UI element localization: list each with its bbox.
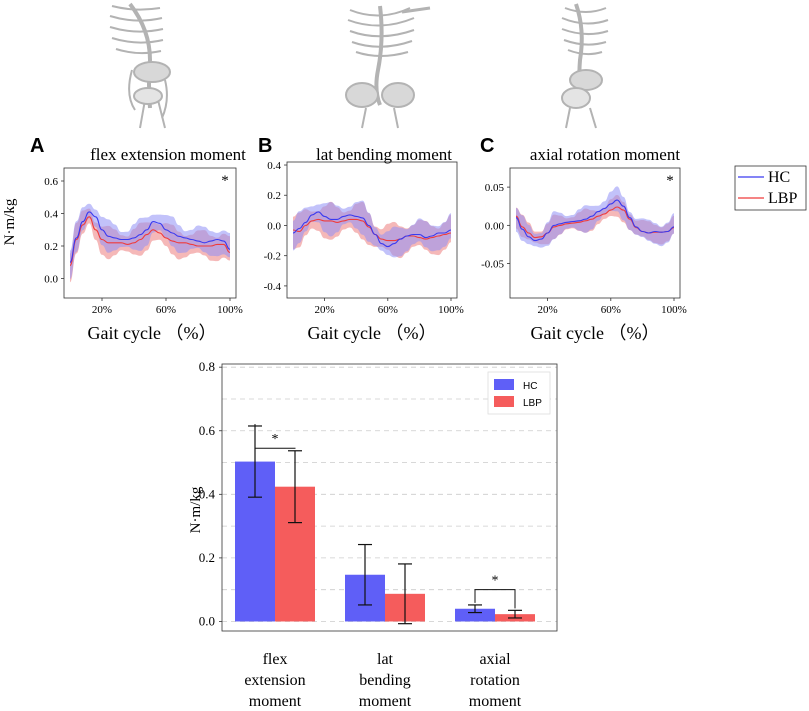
bar-legend-lbp-label: LBP bbox=[523, 398, 542, 409]
panel-letter-b: B bbox=[258, 135, 272, 157]
x-tick-label: 100% bbox=[438, 304, 464, 316]
category-label: extension bbox=[244, 672, 305, 689]
bar-legend-hc-label: HC bbox=[523, 381, 537, 392]
hc-band-a bbox=[70, 203, 230, 280]
x-tick-label: 60% bbox=[156, 304, 176, 316]
panel-a-axes bbox=[63, 167, 237, 299]
x-tick-label: 100% bbox=[661, 304, 687, 316]
skeleton-bending-view bbox=[345, 5, 431, 129]
bar-legend: HC LBP bbox=[487, 371, 551, 415]
significance-mark-a: * bbox=[221, 173, 229, 189]
skeleton-flexion-view bbox=[109, 2, 171, 129]
x-tick-label: 100% bbox=[217, 304, 243, 316]
x-tick-label: 20% bbox=[538, 304, 558, 316]
category-label: bending bbox=[359, 672, 411, 689]
x-tick-label: 60% bbox=[378, 304, 398, 316]
panel-c-title: axial rotation moment bbox=[530, 145, 680, 164]
y-tick-label: 0.2 bbox=[199, 550, 215, 565]
significance-bracket bbox=[254, 423, 296, 449]
panel-b-title: lat bending moment bbox=[316, 145, 452, 164]
panel-b: B lat bending moment 20% 60% 100% -0.4 -0.2… bbox=[258, 135, 464, 343]
x-tick-label: 60% bbox=[601, 304, 621, 316]
panel-a-xlabel: Gait cycle （%） bbox=[88, 323, 217, 343]
bar-chart-ylabel: N·m/kg bbox=[188, 486, 204, 533]
category-label: moment bbox=[469, 693, 522, 710]
panel-b-xlabel: Gait cycle （%） bbox=[308, 323, 437, 343]
legend-hc-label: HC bbox=[768, 169, 790, 186]
panel-letter-a: A bbox=[30, 135, 44, 157]
y-tick-label: -0.05 bbox=[481, 259, 504, 271]
y-tick-label: 0.4 bbox=[267, 160, 281, 172]
y-tick-label: 0.05 bbox=[485, 182, 505, 194]
x-tick-label: 20% bbox=[315, 304, 335, 316]
panel-a: A flex extension moment N·m/kg 20% 60% 100… bbox=[2, 135, 246, 343]
panel-letter-c: C bbox=[480, 135, 494, 157]
hc-line-a bbox=[69, 211, 231, 263]
panel-c-axes bbox=[509, 167, 681, 299]
legend-lbp-label: LBP bbox=[768, 190, 797, 207]
significance-star: * bbox=[272, 432, 279, 447]
category-label: moment bbox=[359, 693, 412, 710]
x-tick-label: 20% bbox=[92, 304, 112, 316]
y-tick-label: 0.4 bbox=[44, 209, 58, 221]
y-tick-label: 0.6 bbox=[199, 423, 216, 438]
hc-bar bbox=[455, 608, 495, 622]
bar-legend-lbp-swatch bbox=[494, 396, 514, 407]
legend-top-frame bbox=[734, 165, 807, 211]
skeleton-rotation-view bbox=[561, 3, 609, 129]
panel-c-xlabel: Gait cycle （%） bbox=[531, 323, 660, 343]
category-label: lat bbox=[377, 651, 394, 668]
significance-bracket bbox=[474, 589, 516, 609]
y-tick-label: 0.00 bbox=[485, 220, 505, 232]
bar-legend-hc-swatch bbox=[494, 379, 514, 390]
y-tick-label: 0.6 bbox=[44, 176, 58, 188]
hc-line-c bbox=[515, 199, 675, 242]
category-label: flex bbox=[263, 651, 288, 668]
y-tick-label: 0.8 bbox=[199, 359, 215, 374]
lbp-line-a bbox=[69, 216, 231, 267]
panel-a-title: flex extension moment bbox=[90, 145, 246, 164]
y-tick-label: 0.2 bbox=[267, 190, 281, 202]
significance-mark-c: * bbox=[666, 173, 674, 189]
y-tick-label: 0.4 bbox=[199, 486, 216, 501]
legend-top: HC LBP bbox=[734, 165, 807, 211]
panel-c: C axial rotation moment 20% 60% 100% -0.05… bbox=[480, 135, 687, 343]
y-tick-label: 0.0 bbox=[199, 613, 215, 628]
y-tick-label: 0.2 bbox=[44, 241, 58, 253]
panel-b-axes bbox=[286, 161, 458, 299]
significance-star: * bbox=[492, 574, 499, 589]
hc-line-b bbox=[292, 211, 452, 248]
y-tick-label: -0.4 bbox=[264, 281, 282, 293]
y-tick-label: 0.0 bbox=[267, 220, 281, 232]
panel-a-ylabel: N·m/kg bbox=[2, 198, 18, 245]
category-label: rotation bbox=[470, 672, 520, 689]
bar-chart: N·m/kg 0.0 0.2 0.4 0.6 0.8 * * flex extension m… bbox=[188, 359, 558, 710]
category-label: axial bbox=[479, 651, 511, 668]
y-tick-label: -0.2 bbox=[264, 251, 281, 263]
bar-chart-axes bbox=[221, 363, 558, 632]
category-label: moment bbox=[249, 693, 302, 710]
y-tick-label: 0.0 bbox=[44, 274, 58, 286]
